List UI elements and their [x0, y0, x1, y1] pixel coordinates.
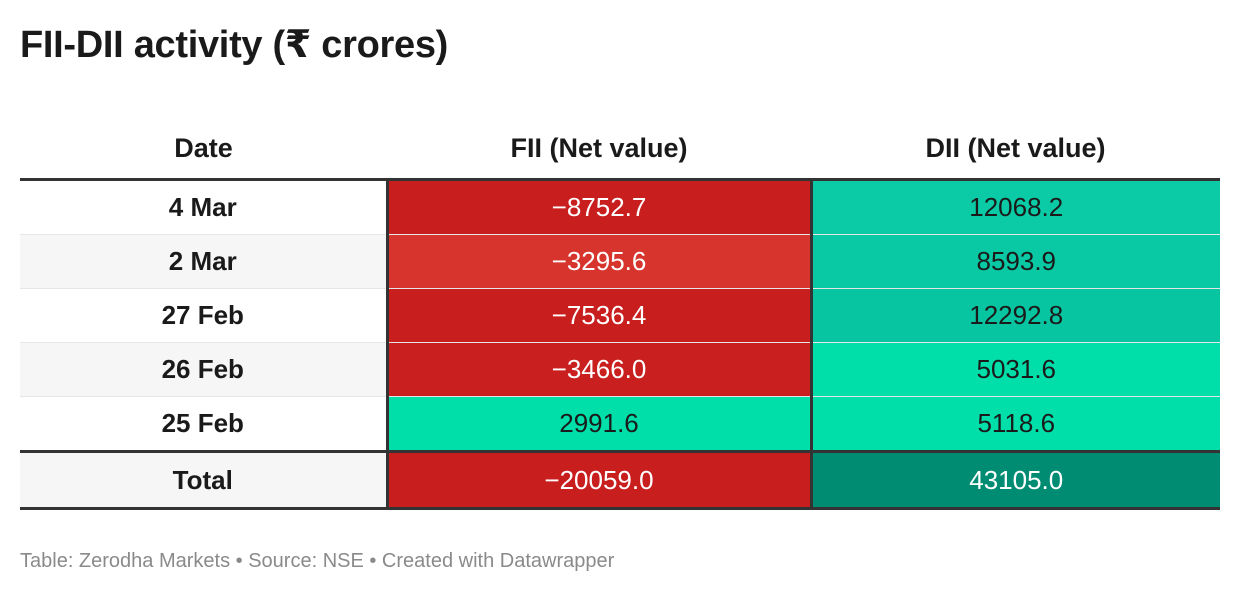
table-row: 26 Feb −3466.0 5031.6: [20, 342, 1220, 397]
fii-dii-table: Date FII (Net value) DII (Net value) 4 M…: [20, 118, 1220, 510]
row-date: 27 Feb: [20, 288, 389, 343]
row-date: 4 Mar: [20, 179, 389, 235]
table-row: 2 Mar −3295.6 8593.9: [20, 234, 1220, 289]
row-date: 25 Feb: [20, 396, 389, 452]
dii-cell: 12068.2: [811, 179, 1220, 235]
total-fii-cell: −20059.0: [387, 450, 813, 510]
table-row: 4 Mar −8752.7 12068.2: [20, 179, 1220, 235]
dii-cell: 12292.8: [811, 288, 1220, 343]
fii-cell: −7536.4: [387, 288, 813, 343]
total-dii-cell: 43105.0: [811, 450, 1220, 510]
dii-cell: 5118.6: [811, 396, 1220, 452]
fii-cell: 2991.6: [387, 396, 813, 452]
header-date: Date: [20, 118, 387, 181]
total-label: Total: [20, 450, 389, 510]
source-footer: Table: Zerodha Markets • Source: NSE • C…: [20, 550, 615, 572]
dii-cell: 8593.9: [811, 234, 1220, 289]
header-row: Date FII (Net value) DII (Net value): [20, 118, 1220, 181]
fii-cell: −8752.7: [387, 179, 813, 235]
fii-cell: −3466.0: [387, 342, 813, 397]
table-row: 25 Feb 2991.6 5118.6: [20, 396, 1220, 452]
header-dii: DII (Net value): [811, 118, 1220, 181]
header-fii: FII (Net value): [387, 118, 811, 181]
row-date: 26 Feb: [20, 342, 389, 397]
dii-cell: 5031.6: [811, 342, 1220, 397]
chart-title: FII-DII activity (₹ crores): [20, 24, 449, 66]
fii-cell: −3295.6: [387, 234, 813, 289]
table-row: 27 Feb −7536.4 12292.8: [20, 288, 1220, 343]
row-date: 2 Mar: [20, 234, 389, 289]
total-row: Total −20059.0 43105.0: [20, 450, 1220, 510]
